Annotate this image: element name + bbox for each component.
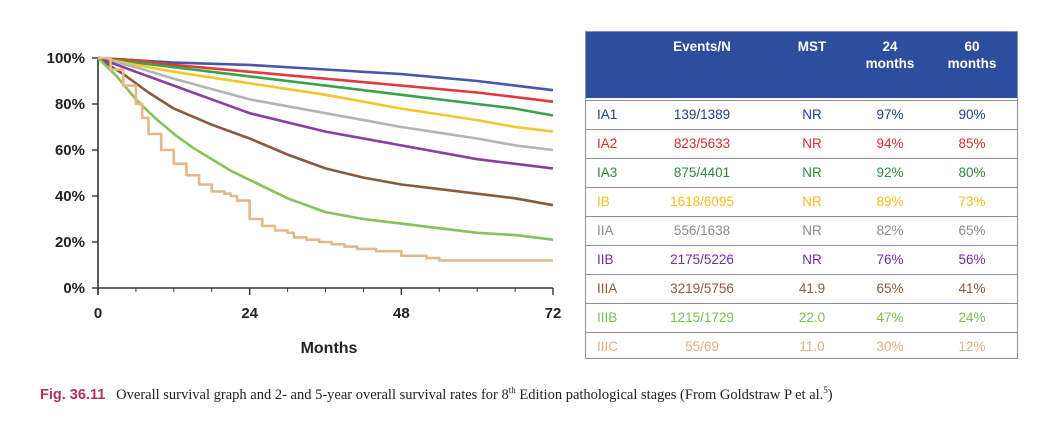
caption-sup: th [508, 385, 516, 395]
cell-mst: NR [802, 107, 822, 122]
cell-events: 3219/5756 [670, 281, 734, 296]
cell-events: 823/5633 [673, 136, 731, 151]
table-row: IA2 823/5633 NR 94% 85% [586, 129, 1017, 158]
series-line-iia [97, 56, 554, 152]
cell-mst: NR [802, 194, 822, 209]
survival-chart: 0% 20% 40% 60% 80% 100% 0 24 48 72 Months [47, 50, 562, 357]
cell-24-months: 76% [876, 252, 904, 267]
x-tick-label: 24 [241, 305, 258, 322]
figure-label: Fig. 36.11 [40, 386, 106, 403]
header-mst: MST [797, 39, 827, 54]
table-row: IIA 556/1638 NR 82% 65% [586, 216, 1017, 245]
caption-text-2: Edition pathological stages (From Goldst… [515, 386, 824, 403]
cell-60-months: 85% [958, 136, 986, 151]
header-60-months: 60 months [947, 39, 997, 71]
series-line-iiib [97, 57, 554, 241]
y-axis: 0% 20% 40% 60% 80% 100% [47, 50, 99, 297]
cell-60-months: 12% [958, 339, 986, 354]
cell-mst: 41.9 [798, 281, 826, 296]
table-row: IA3 875/4401 NR 92% 80% [586, 158, 1017, 187]
cell-mst: NR [802, 136, 822, 151]
table-row: IIB 2175/5226 NR 76% 56% [586, 245, 1017, 274]
cell-60-months: 56% [958, 252, 986, 267]
cell-mst: NR [802, 165, 822, 180]
series-line-ib [97, 56, 554, 133]
cell-24-months: 89% [876, 194, 904, 209]
cell-events: 139/1389 [673, 107, 731, 122]
table-row: IA1 139/1389 NR 97% 90% [586, 100, 1017, 129]
table-header: Events/N MST 24 months 60 months [586, 32, 1017, 98]
y-tick-label: 0% [63, 280, 85, 297]
table-row: IIIA 3219/5756 41.9 65% 41% [586, 274, 1017, 303]
x-axis: 0 24 48 72 [94, 287, 562, 322]
cell-events: 875/4401 [673, 165, 731, 180]
series-line-iiia [97, 56, 554, 207]
cell-stage: IA3 [597, 165, 618, 180]
caption-end: ) [827, 386, 833, 403]
cell-events: 55/69 [685, 339, 719, 354]
x-tick-label: 72 [545, 305, 562, 322]
y-tick-label: 40% [55, 188, 85, 205]
cell-events: 1618/6095 [670, 194, 734, 209]
table-row: IB 1618/6095 NR 89% 73% [586, 187, 1017, 216]
cell-24-months: 82% [876, 223, 904, 238]
cell-mst: 22.0 [798, 310, 826, 325]
cell-60-months: 73% [958, 194, 986, 209]
cell-24-months: 92% [876, 165, 904, 180]
cell-24-months: 47% [876, 310, 904, 325]
survival-table: Events/N MST 24 months 60 months IA1 139/… [585, 31, 1018, 359]
cell-24-months: 94% [876, 136, 904, 151]
header-24-months: 24 months [865, 39, 915, 71]
cell-events: 556/1638 [673, 223, 731, 238]
y-tick-label: 20% [55, 234, 85, 251]
cell-60-months: 65% [958, 223, 986, 238]
y-tick-label: 60% [55, 142, 85, 159]
cell-stage: IB [597, 194, 610, 209]
cell-stage: IIB [597, 252, 614, 267]
table-row: IIIB 1215/1729 22.0 47% 24% [586, 303, 1017, 332]
series-line-iiic [98, 56, 553, 262]
cell-stage: IA2 [597, 136, 618, 151]
cell-mst: 11.0 [799, 339, 825, 354]
header-events: Events/N [673, 39, 731, 54]
cell-24-months: 97% [876, 107, 904, 122]
y-tick-label: 80% [55, 96, 85, 113]
cell-60-months: 90% [958, 107, 986, 122]
figure-caption: Fig. 36.11 Overall survival graph and 2-… [40, 385, 833, 404]
cell-stage: IA1 [597, 107, 618, 122]
cell-stage: IIA [597, 223, 614, 238]
series-line-iib [97, 56, 554, 170]
cell-stage: IIIA [597, 281, 618, 296]
cell-60-months: 80% [958, 165, 986, 180]
x-tick-label: 48 [393, 305, 410, 322]
cell-mst: NR [802, 223, 822, 238]
series-line-ia2 [97, 56, 554, 103]
cell-60-months: 41% [958, 281, 986, 296]
cell-60-months: 24% [958, 310, 986, 325]
cell-mst: NR [802, 252, 822, 267]
cell-24-months: 65% [876, 281, 904, 296]
cell-events: 2175/5226 [670, 252, 734, 267]
caption-ref: 5 [823, 385, 828, 395]
caption-text: Overall survival graph and 2- and 5-year… [116, 386, 509, 403]
cell-stage: IIIB [597, 310, 618, 325]
y-tick-label: 100% [47, 50, 85, 67]
cell-events: 1215/1729 [670, 310, 734, 325]
x-axis-title: Months [301, 340, 358, 357]
series-lines [97, 56, 554, 262]
x-tick-label: 0 [94, 305, 102, 322]
table-row: IIIC 55/69 11.0 30% 12% [586, 332, 1017, 361]
cell-24-months: 30% [876, 339, 904, 354]
series-line-ia3 [97, 56, 554, 117]
cell-stage: IIIC [597, 339, 619, 354]
